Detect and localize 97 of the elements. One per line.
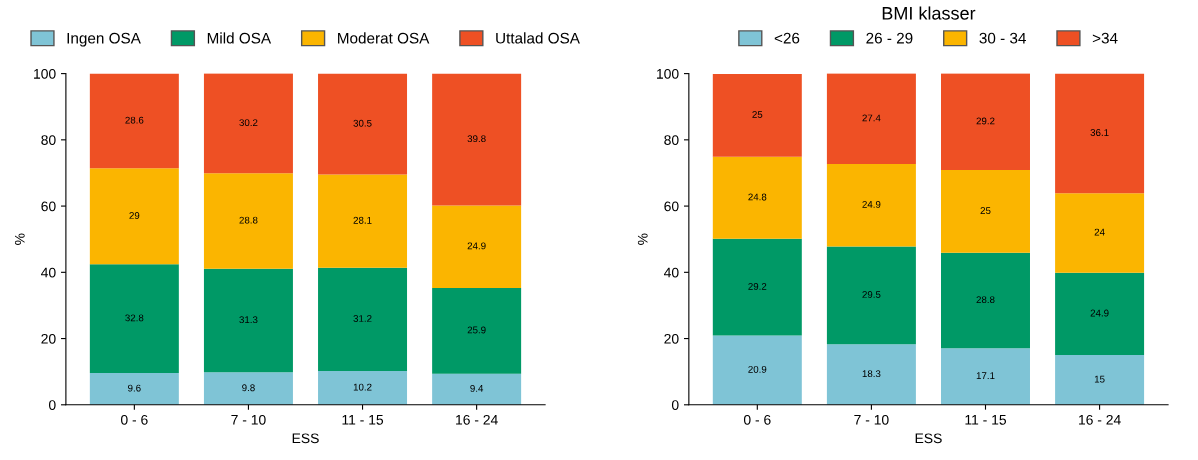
bar	[203, 372, 293, 405]
x-tick-label: 0 - 6	[121, 414, 148, 425]
data-label: 36.1	[1090, 129, 1109, 136]
y-tick-label: 20	[41, 333, 56, 344]
y-tick-label: 100	[34, 68, 56, 79]
x-axis-title: ESS	[292, 433, 319, 444]
data-label: 28.1	[353, 216, 372, 224]
bar	[432, 287, 522, 374]
bar	[826, 246, 916, 345]
bar	[712, 73, 802, 157]
bar	[318, 73, 408, 175]
bar	[432, 373, 522, 405]
data-label: 24.8	[748, 193, 767, 201]
data-label: 9.4	[470, 384, 484, 392]
y-tick-label: 0	[671, 400, 679, 410]
legend-label: >34	[1092, 32, 1118, 44]
legend-label: Moderat OSA	[338, 32, 430, 44]
y-axis-title: %	[637, 233, 648, 245]
bar	[826, 164, 916, 247]
bar	[941, 73, 1030, 170]
x-tick-label: 16 - 24	[456, 414, 498, 425]
legend-label: Uttalad OSA	[496, 32, 580, 44]
data-label: 29	[129, 212, 140, 219]
bar	[318, 371, 408, 405]
bar	[432, 205, 522, 288]
y-tick-label: 80	[41, 135, 56, 146]
bar	[826, 73, 916, 165]
bar	[941, 348, 1030, 405]
x-tick-label: 11 - 15	[342, 415, 384, 425]
legend-label: Mild OSA	[207, 32, 272, 44]
bar	[318, 267, 408, 372]
data-label: 25.9	[467, 326, 486, 334]
data-label: 10.2	[353, 383, 372, 391]
bar	[712, 238, 802, 336]
y-tick-label: 60	[664, 201, 679, 212]
data-label: 29.2	[748, 282, 767, 290]
bar	[203, 268, 293, 373]
legend-label: 26 - 29	[866, 32, 913, 44]
bar	[1055, 193, 1145, 273]
y-tick-label: 60	[41, 201, 56, 212]
x-tick-label: 7 - 10	[231, 414, 266, 425]
data-label: 29.5	[862, 291, 881, 298]
data-label: 15	[1094, 375, 1105, 383]
data-label: 29.2	[976, 117, 995, 125]
data-label: 24	[1094, 228, 1105, 236]
bar	[318, 174, 408, 268]
legend-title: BMI klasser	[882, 6, 976, 20]
y-tick-label: 80	[664, 135, 679, 146]
data-label: 32.8	[125, 314, 144, 322]
x-tick-label: 0 - 6	[743, 414, 771, 425]
y-tick-label: 100	[657, 68, 679, 79]
data-label: 25	[980, 207, 991, 214]
data-label: 27.4	[862, 114, 881, 122]
bar	[203, 73, 293, 174]
data-label: 31.3	[239, 316, 258, 324]
data-label: 9.8	[242, 384, 255, 392]
x-tick-label: 7 - 10	[854, 414, 889, 425]
bar	[712, 335, 802, 405]
legend-label: Ingen OSA	[67, 32, 141, 47]
y-axis-title: %	[14, 233, 25, 245]
data-label: 24.9	[1090, 309, 1109, 317]
legend-label: <26	[774, 32, 800, 44]
y-tick-label: 0	[48, 400, 56, 410]
data-label: 20.9	[748, 365, 767, 373]
bar	[941, 252, 1030, 349]
data-label: 24.9	[467, 242, 486, 250]
data-label: 18.3	[862, 370, 881, 378]
data-label: 9.6	[128, 384, 141, 392]
data-label: 28.6	[125, 116, 144, 124]
data-label: 25	[752, 111, 763, 118]
data-label: 39.8	[467, 135, 486, 143]
bar	[89, 264, 179, 373]
data-label: 24.9	[862, 200, 881, 208]
x-tick-label: 16 - 24	[1079, 414, 1121, 425]
bar	[89, 73, 179, 169]
data-label: 28.8	[239, 216, 258, 224]
bar	[432, 73, 522, 206]
x-axis-title: ESS	[915, 433, 942, 444]
data-label: 30.2	[239, 119, 258, 127]
bar	[1055, 73, 1145, 194]
y-tick-label: 40	[664, 267, 679, 278]
x-tick-label: 11 - 15	[965, 415, 1007, 425]
bar	[89, 373, 179, 405]
data-label: 28.8	[976, 296, 995, 304]
bar	[1055, 272, 1145, 356]
bar	[826, 344, 916, 405]
y-tick-label: 20	[664, 333, 679, 344]
data-label: 31.2	[353, 315, 372, 322]
bar	[203, 173, 293, 269]
bar	[712, 156, 802, 239]
bar	[89, 168, 179, 265]
y-tick-label: 40	[41, 267, 56, 278]
bar	[1055, 355, 1145, 405]
data-label: 17.1	[976, 372, 995, 379]
bar	[941, 169, 1030, 253]
data-label: 30.5	[353, 119, 372, 127]
legend-label: 30 - 34	[979, 32, 1026, 44]
